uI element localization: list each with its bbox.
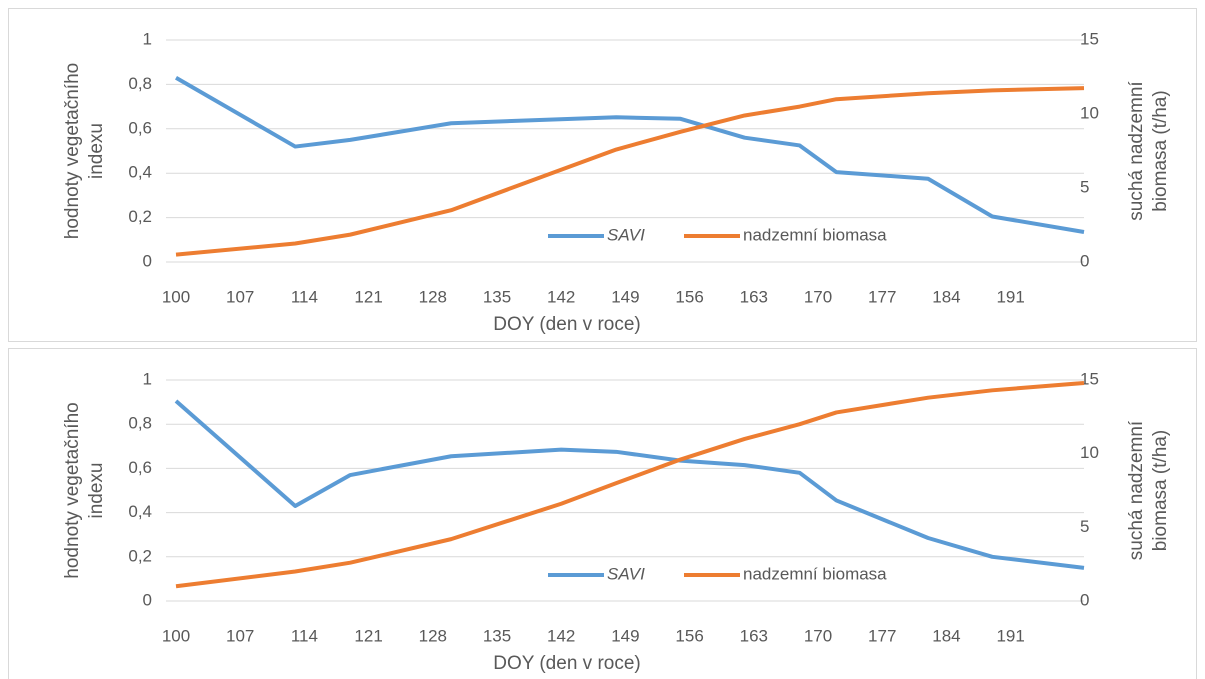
y2-axis-label: biomasa (t/ha) (1150, 430, 1171, 551)
y-tick-label: 0,2 (128, 207, 152, 226)
legend-label: SAVI (607, 225, 645, 244)
x-tick-label: 121 (354, 626, 382, 645)
x-tick-label: 177 (868, 626, 896, 645)
x-tick-label: 128 (419, 626, 447, 645)
y-tick-label: 0,8 (128, 74, 152, 93)
x-tick-label: 107 (226, 626, 254, 645)
line-series (175, 86, 1085, 257)
x-tick-label: 114 (291, 287, 318, 306)
legend-label: SAVI (607, 564, 645, 583)
y-tick-label: 0 (143, 590, 152, 609)
y-tick-label: 0,4 (128, 163, 152, 182)
y2-axis-label: suchá nadzemní (1126, 420, 1147, 560)
x-tick-label: 184 (932, 626, 960, 645)
y-tick-label: 0,6 (128, 458, 152, 477)
x-tick-label: 100 (162, 287, 190, 306)
x-tick-label: 121 (354, 287, 382, 306)
x-tick-label: 184 (932, 287, 960, 306)
x-tick-label: 156 (675, 626, 703, 645)
y-tick-label: 0,8 (128, 414, 152, 433)
x-tick-label: 191 (996, 626, 1024, 645)
chart-frame (8, 348, 1197, 679)
y2-tick-label: 10 (1080, 103, 1099, 122)
legend-label: nadzemní biomasa (743, 225, 887, 244)
y-axis-label: hodnoty vegetačního (62, 402, 83, 578)
x-tick-label: 107 (226, 287, 254, 306)
y2-tick-label: 15 (1080, 29, 1099, 48)
x-tick-label: 128 (419, 287, 447, 306)
x-tick-label: 149 (611, 626, 639, 645)
y2-tick-label: 0 (1080, 590, 1089, 609)
x-tick-label: 135 (483, 287, 511, 306)
y2-tick-label: 15 (1080, 369, 1099, 388)
line-series (175, 380, 1085, 589)
x-axis-label: DOY (den v roce) (493, 653, 640, 674)
x-axis-label: DOY (den v roce) (493, 314, 640, 335)
x-tick-label: 156 (675, 287, 703, 306)
line-series (174, 399, 1085, 570)
y-axis-label: indexu (86, 123, 107, 179)
y-tick-label: 1 (143, 369, 152, 388)
y2-axis-label: biomasa (t/ha) (1150, 90, 1171, 211)
x-tick-label: 135 (483, 626, 511, 645)
x-tick-label: 142 (547, 287, 575, 306)
x-tick-label: 191 (996, 287, 1024, 306)
y-tick-label: 0 (143, 251, 152, 270)
x-tick-label: 142 (547, 626, 575, 645)
y2-axis-label: suchá nadzemní (1126, 81, 1147, 221)
x-tick-label: 114 (291, 626, 318, 645)
y-tick-label: 0,2 (128, 546, 152, 565)
x-tick-label: 170 (804, 626, 832, 645)
y-tick-label: 0,4 (128, 502, 152, 521)
y2-tick-label: 5 (1080, 177, 1089, 196)
y2-tick-label: 10 (1080, 443, 1099, 462)
legend-item: nadzemní biomasa (684, 564, 887, 583)
chart-frame (8, 8, 1197, 342)
legend-item: SAVI (548, 225, 645, 244)
legend-item: nadzemní biomasa (684, 225, 887, 244)
x-tick-label: 100 (162, 626, 190, 645)
x-tick-label: 163 (740, 626, 768, 645)
y-axis-label: hodnoty vegetačního (62, 63, 83, 239)
y2-tick-label: 0 (1080, 251, 1089, 270)
y-tick-label: 0,6 (128, 118, 152, 137)
x-tick-label: 163 (740, 287, 768, 306)
legend-item: SAVI (548, 564, 645, 583)
x-tick-label: 149 (611, 287, 639, 306)
y-tick-label: 1 (143, 29, 152, 48)
line-series (175, 76, 1085, 235)
y-axis-label: indexu (86, 463, 107, 519)
y2-tick-label: 5 (1080, 517, 1089, 536)
x-tick-label: 177 (868, 287, 896, 306)
x-tick-label: 170 (804, 287, 832, 306)
legend-label: nadzemní biomasa (743, 564, 887, 583)
